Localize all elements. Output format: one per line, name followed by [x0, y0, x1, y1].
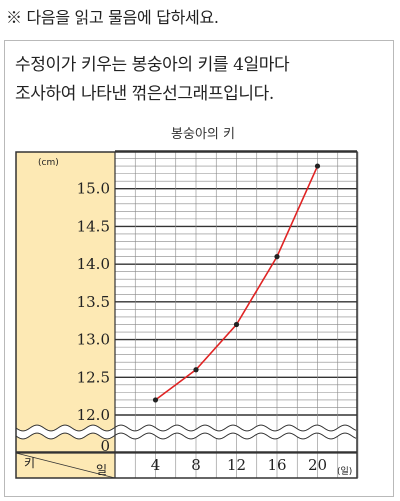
data-point	[233, 321, 240, 328]
chart-frame	[15, 151, 358, 479]
axis-break-wave-top	[15, 424, 357, 432]
y-tick-label: 15.0	[77, 180, 110, 198]
x-tick-label: 12	[227, 456, 246, 474]
header-label-day: 일	[96, 463, 107, 477]
data-point	[193, 367, 199, 373]
y-tick-label: 13.0	[77, 331, 110, 349]
description-line-1: 수정이가 키우는 봉숭아의 키를 4일마다	[15, 55, 290, 75]
axis-break-wave-bottom	[15, 432, 357, 440]
x-tick-label: 16	[267, 456, 286, 474]
x-tick-label: 8	[191, 456, 201, 474]
y-tick-label: 12.5	[77, 368, 110, 386]
problem-description: 수정이가 키우는 봉숭아의 키를 4일마다 조사하여 나타낸 꺾은선그래프입니다…	[15, 51, 290, 109]
y-tick-label: 12.0	[77, 406, 110, 424]
y-unit-label: (cm)	[38, 158, 59, 168]
instruction-text: ※ 다음을 읽고 물음에 답하세요.	[6, 8, 219, 27]
data-point	[152, 397, 159, 403]
y-zero-label: 0	[100, 437, 110, 455]
y-tick-label: 13.5	[77, 293, 110, 311]
y-tick-label: 14.0	[77, 255, 110, 273]
question-card: 수정이가 키우는 봉숭아의 키를 4일마다 조사하여 나타낸 꺾은선그래프입니다…	[4, 40, 394, 497]
x-unit-label: (일)	[337, 466, 352, 477]
axis-break-band	[16, 425, 356, 439]
y-tick-label: 14.5	[77, 217, 110, 235]
y-label-panel	[16, 152, 115, 478]
chart-title: 봉숭아의 키	[171, 127, 235, 142]
data-point	[274, 254, 280, 260]
description-line-2: 조사하여 나타낸 꺾은선그래프입니다.	[15, 84, 274, 104]
header-diagonal	[15, 452, 116, 479]
x-tick-label: 4	[151, 456, 161, 474]
header-label-height: 키	[24, 456, 35, 470]
x-tick-label: 20	[308, 456, 327, 474]
grid-lines	[115, 150, 359, 478]
data-point	[314, 163, 321, 169]
